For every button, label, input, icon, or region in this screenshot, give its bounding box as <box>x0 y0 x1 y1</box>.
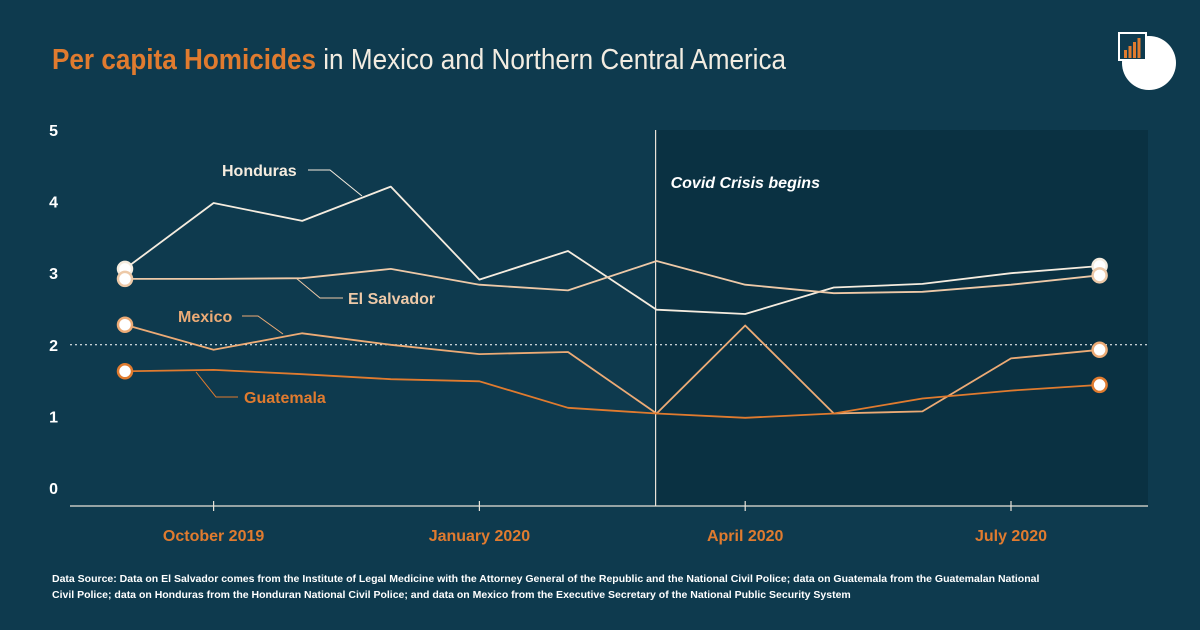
data-point-mexico <box>1091 341 1108 359</box>
chart-title-highlight: Per capita Homicides <box>52 44 317 76</box>
series-label-honduras: Honduras <box>222 163 297 180</box>
series-line-guatemala <box>124 368 1100 419</box>
series-leader-honduras <box>308 169 363 197</box>
y-tick-label: 2 <box>49 338 58 355</box>
series-label-el-salvador: El Salvador <box>348 291 435 308</box>
data-point-mexico <box>116 316 134 334</box>
series-leader-mexico <box>242 315 284 335</box>
series-label-guatemala: Guatemala <box>244 390 326 407</box>
data-point-el-salvador <box>116 270 134 288</box>
x-tick-label: October 2019 <box>163 528 264 545</box>
series-leader-el-salvador <box>295 277 343 299</box>
chart-title-rest: in Mexico and Northern Central America <box>316 44 787 76</box>
series-line-honduras <box>124 185 1100 315</box>
x-tick-label: January 2020 <box>429 528 531 545</box>
series-leader-guatemala <box>195 371 238 398</box>
y-tick-label: 1 <box>49 409 58 426</box>
chart-title: Per capita Homicides in Mexico and North… <box>52 44 786 77</box>
series-label-mexico: Mexico <box>178 309 232 326</box>
y-tick-label: 4 <box>49 195 58 212</box>
data-source-note: Data Source: Data on El Salvador comes f… <box>52 573 1040 601</box>
y-tick-label: 0 <box>49 481 58 498</box>
data-point-guatemala <box>1091 376 1108 394</box>
covid-region-label: Covid Crisis begins <box>671 175 820 192</box>
data-point-el-salvador <box>1091 267 1108 284</box>
series-line-el-salvador <box>125 260 1100 295</box>
y-tick-label: 5 <box>49 123 58 140</box>
x-tick-label: July 2020 <box>975 528 1047 545</box>
covid-shaded-region <box>655 130 1148 506</box>
x-tick-label: April 2020 <box>707 528 784 545</box>
data-point-guatemala <box>116 363 134 380</box>
bar-chart-logo-icon <box>1118 32 1176 90</box>
series-line-mexico <box>124 323 1100 415</box>
y-tick-label: 3 <box>49 266 58 283</box>
